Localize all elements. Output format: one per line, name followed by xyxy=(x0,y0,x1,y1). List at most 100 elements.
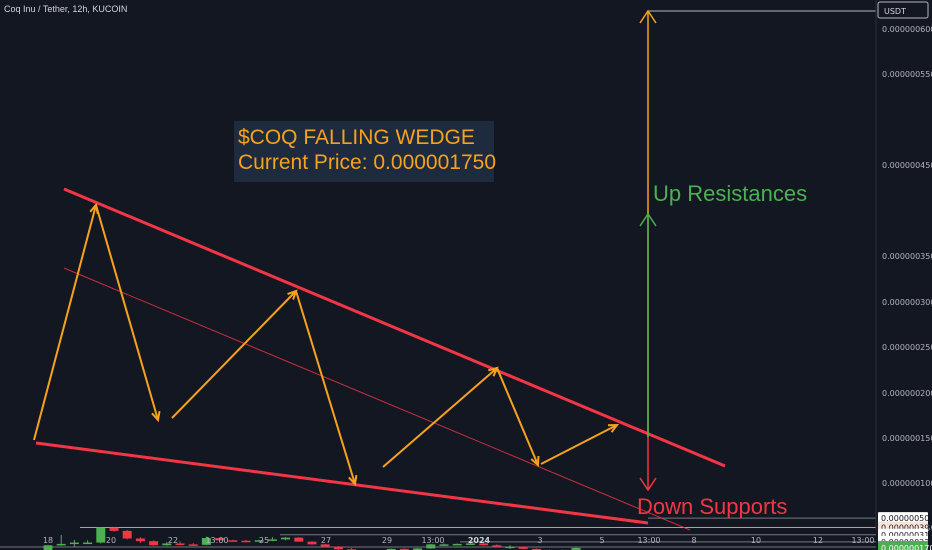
red-measure-arrow-head xyxy=(639,477,657,492)
wave-arrow-5 xyxy=(382,367,498,468)
currency-badge xyxy=(877,1,929,19)
price-tick-label: 0.0000003500 xyxy=(882,252,932,261)
candle-body xyxy=(122,530,132,539)
time-tick-label: 25 xyxy=(259,536,269,545)
price-tick-label: 0.0000006000 xyxy=(882,25,932,34)
wave-arrow-4-head xyxy=(348,474,358,487)
candle-body xyxy=(571,547,581,550)
time-tick-label: 8 xyxy=(691,536,696,545)
candle-body xyxy=(188,544,198,546)
candles xyxy=(43,527,581,550)
price-level-badge xyxy=(878,512,928,525)
candle-body xyxy=(135,538,145,542)
price-tick-label: 0.0000001500 xyxy=(882,434,932,443)
candle-body xyxy=(43,545,53,550)
wave-arrow-7-head xyxy=(607,423,620,433)
price-tick-label: 0.0000005500 xyxy=(882,70,932,79)
down-supports-label: Down Supports xyxy=(637,494,788,519)
wave-arrows xyxy=(33,202,620,487)
candle-body xyxy=(175,543,185,545)
candle-body xyxy=(320,544,330,547)
candle-body xyxy=(149,541,159,546)
candle-body xyxy=(492,545,502,547)
price-level-lines xyxy=(0,10,876,548)
time-tick-label: 27 xyxy=(321,536,331,545)
time-tick-label: 13:00 xyxy=(637,536,660,545)
candle-body xyxy=(281,537,291,540)
annotation-box: $COQ FALLING WEDGE Current Price: 0.0000… xyxy=(234,121,496,182)
wave-arrow-7 xyxy=(540,424,618,465)
wave-arrow-6 xyxy=(496,367,539,466)
candle-body xyxy=(386,548,396,550)
candle-body xyxy=(399,548,409,550)
candle-body xyxy=(307,541,317,545)
candle-body xyxy=(83,542,93,545)
time-tick-label: 12 xyxy=(813,536,823,545)
wave-arrow-6-head xyxy=(530,455,540,468)
candle-body xyxy=(241,540,251,543)
candle-body xyxy=(426,544,436,549)
wedge-lines xyxy=(35,187,726,531)
wave-arrow-2 xyxy=(95,204,159,421)
time-tick-label: 13:00 xyxy=(421,536,444,545)
price-tick-label: 0.0000002000 xyxy=(882,389,932,398)
candle-body xyxy=(162,543,172,546)
candle-body xyxy=(254,540,264,542)
price-level-badge-label: 0.0000005014 xyxy=(881,514,932,523)
candle-body xyxy=(228,540,238,542)
candle-body xyxy=(69,542,79,545)
time-tick-label: 10 xyxy=(751,536,761,545)
price-axis[interactable]: USDT 0.0000006000 0.0000005500 0.0000004500… xyxy=(875,0,932,550)
candle-body xyxy=(215,538,225,541)
current-price-badge xyxy=(878,540,928,550)
candle-body xyxy=(294,537,304,542)
time-tick-label: 22 xyxy=(168,536,178,545)
price-level-badge-label: 0.0000003975 xyxy=(881,523,932,532)
price-tick-label: 0.0000002500 xyxy=(882,343,932,352)
wave-arrow-3 xyxy=(171,290,297,419)
up-resistances-label: Up Resistances xyxy=(653,181,808,206)
green-measure-arrow-head xyxy=(639,212,657,227)
time-axis[interactable]: 18 20 22 13:00 25 27 29 13:00 2024 3 5 13:00 8 10 12 13… xyxy=(43,536,875,545)
candle-body xyxy=(465,543,475,545)
wedge-lower-line xyxy=(35,441,649,525)
time-tick-label: 29 xyxy=(382,536,392,545)
price-tick-label: 0.0000004500 xyxy=(882,161,932,170)
time-tick-label: 5 xyxy=(599,536,604,545)
candle-body xyxy=(413,548,423,550)
annotation-title: $COQ FALLING WEDGE xyxy=(238,126,475,149)
candle-body xyxy=(96,527,106,543)
wave-arrow-4 xyxy=(295,290,356,485)
candle-body xyxy=(201,538,211,545)
wave-arrow-1 xyxy=(33,204,97,441)
time-tick-label: 3 xyxy=(537,536,542,545)
wave-arrow-2-head xyxy=(151,410,161,423)
wedge-mid-line xyxy=(63,267,691,531)
candle-body xyxy=(439,544,449,546)
measure-arrows xyxy=(639,9,657,492)
candle-body xyxy=(452,543,462,546)
candle-body xyxy=(505,546,515,549)
currency-label: USDT xyxy=(884,7,906,16)
current-price-label: 0.0000001702 xyxy=(881,544,932,550)
orange-measure-arrow-head xyxy=(639,9,657,24)
time-tick-label: 13:00 xyxy=(851,536,874,545)
symbol-legend[interactable]: Coq Inu / Tether, 12h, KUCOIN xyxy=(4,4,128,14)
time-tick-label: 18 xyxy=(43,536,53,545)
candle-body xyxy=(333,546,343,550)
candle-body xyxy=(109,527,119,531)
price-tick-label: 0.0000003000 xyxy=(882,298,932,307)
candle-body xyxy=(267,539,277,541)
candle-body xyxy=(56,543,66,546)
time-tick-label: 13:00 xyxy=(205,536,228,545)
time-tick-label: 2024 xyxy=(468,536,491,545)
candle-body xyxy=(531,548,541,550)
annotation-subtitle: Current Price: 0.000001750 xyxy=(238,151,496,174)
wedge-upper-line xyxy=(63,187,726,468)
candle-body xyxy=(479,543,489,546)
candle-body xyxy=(518,546,528,549)
price-tick-label: 0.0000001000 xyxy=(882,479,932,488)
